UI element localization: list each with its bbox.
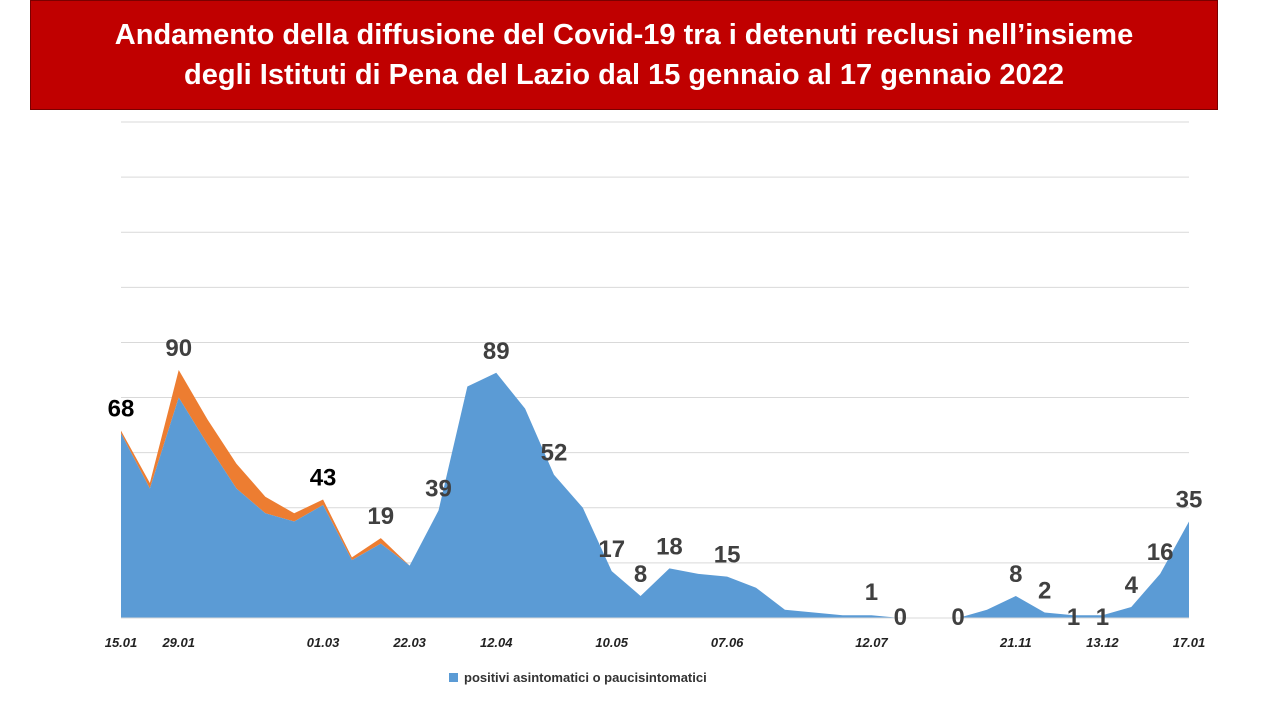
data-label: 1 [865,579,878,606]
data-label: 4 [1125,572,1139,599]
data-label: 90 [165,335,192,362]
x-tick-label: 21.11 [999,635,1032,650]
x-tick-label: 15.01 [105,635,138,650]
legend: positivi asintomatici o paucisintomatici [449,670,707,685]
x-tick-label: 01.03 [307,635,340,650]
x-tick-label: 29.01 [161,635,195,650]
area-series-asymptomatic-0 [121,372,901,618]
legend-label-asymptomatic: positivi asintomatici o paucisintomatici [464,670,707,685]
data-label: 15 [714,542,741,569]
x-tick-label: 17.01 [1173,635,1206,650]
data-label: 35 [1176,487,1203,514]
data-label: 1 [1096,604,1109,631]
data-label: 18 [656,533,683,560]
x-tick-label: 13.12 [1086,635,1119,650]
data-label: 0 [951,604,964,631]
x-tick-label: 07.06 [711,635,744,650]
x-tick-label: 10.05 [595,635,628,650]
data-label: 43 [310,465,337,492]
data-label: 0 [894,604,907,631]
legend-swatch-asymptomatic [449,673,458,682]
data-label: 1 [1067,604,1080,631]
data-label: 68 [108,396,135,423]
x-tick-label: 22.03 [392,635,426,650]
data-label: 8 [1009,561,1022,588]
data-label: 39 [425,476,452,503]
data-label: 17 [598,536,625,563]
data-label: 16 [1147,539,1174,566]
title-banner: Andamento della diffusione del Covid-19 … [30,0,1218,110]
data-label: 8 [634,561,647,588]
x-tick-label: 12.07 [855,635,888,650]
x-tick-label: 12.04 [480,635,513,650]
area-series-asymptomatic-1 [958,521,1189,618]
data-label: 89 [483,338,510,365]
data-label: 52 [541,440,568,467]
data-label: 19 [367,503,394,530]
data-label: 2 [1038,577,1051,604]
chart-title: Andamento della diffusione del Covid-19 … [114,19,1134,91]
